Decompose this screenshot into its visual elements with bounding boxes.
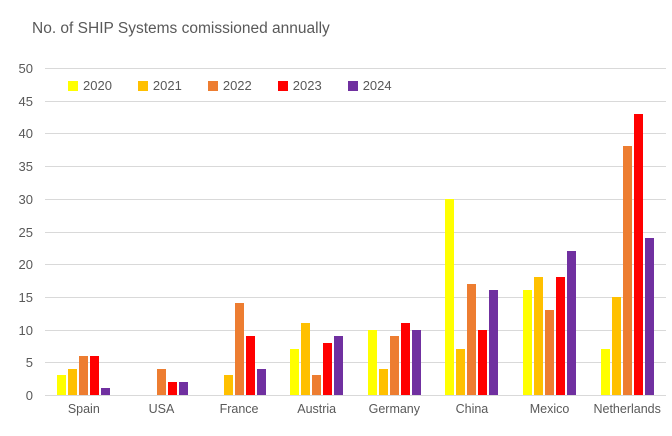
- y-tick-label-20: 20: [18, 257, 33, 273]
- bar-germany-2022: [389, 336, 399, 395]
- y-tick-label-40: 40: [18, 126, 33, 142]
- legend-item-2020: 2020: [68, 78, 112, 93]
- legend: 2020 2021 2022 2023 2024: [68, 78, 392, 93]
- legend-label-2021: 2021: [152, 78, 182, 93]
- bar-usa-2024: [178, 381, 188, 395]
- x-tick-label-mexico: Mexico: [529, 402, 570, 416]
- y-tick-label-5: 5: [25, 355, 33, 371]
- gridline-0: [45, 395, 666, 396]
- x-axis-labels: Spain USA France Austria Germany China Mexico N…: [45, 402, 666, 416]
- bar-group-mexico: [511, 68, 589, 395]
- bar-usa-2022: [156, 368, 166, 395]
- bar-spain-2024: [101, 388, 111, 395]
- bar-austria-2023: [323, 342, 333, 395]
- legend-item-2023: 2023: [277, 78, 322, 93]
- bar-mexico-2022: [545, 309, 555, 395]
- bar-netherlands-2020: [600, 349, 610, 395]
- bar-group-france: [200, 68, 278, 395]
- bar-usa-2023: [167, 381, 177, 395]
- bar-mexico-2020: [523, 290, 533, 395]
- bar-china-2023: [478, 329, 488, 395]
- y-tick-label-35: 35: [18, 159, 33, 175]
- bar-groups: [45, 68, 666, 395]
- legend-swatch-2024: [347, 80, 358, 91]
- bar-france-2021: [223, 375, 233, 395]
- bar-group-china: [433, 68, 511, 395]
- bar-netherlands-2023: [633, 113, 643, 395]
- y-tick-label-25: 25: [18, 224, 33, 240]
- bar-group-usa: [123, 68, 201, 395]
- gridline-45: [45, 100, 666, 102]
- x-tick-label-china: China: [455, 402, 489, 416]
- chart-title: No. of SHIP Systems comissioned annually: [32, 20, 330, 37]
- gridline-5: [45, 362, 666, 364]
- bar-china-2020: [445, 198, 455, 395]
- bar-germany-2024: [411, 329, 421, 395]
- bar-china-2024: [489, 290, 499, 395]
- gridline-10: [45, 329, 666, 331]
- bar-austria-2021: [301, 323, 311, 395]
- bar-germany-2021: [378, 368, 388, 395]
- legend-item-2022: 2022: [207, 78, 252, 93]
- legend-label-2023: 2023: [292, 78, 322, 93]
- gridline-25: [45, 231, 666, 233]
- plot-area: 2020 2021 2022 2023 2024: [45, 68, 666, 396]
- bar-china-2021: [456, 349, 466, 395]
- gridline-50: [45, 68, 666, 69]
- gridline-35: [45, 166, 666, 168]
- gridlines: [45, 68, 666, 396]
- bar-china-2022: [467, 283, 477, 395]
- gridline-30: [45, 198, 666, 200]
- y-tick-label-15: 15: [18, 289, 33, 305]
- legend-item-2021: 2021: [137, 78, 182, 93]
- y-tick-label-45: 45: [18, 93, 33, 109]
- bar-group-austria: [278, 68, 356, 395]
- legend-label-2022: 2022: [222, 78, 252, 93]
- bar-netherlands-2021: [611, 296, 621, 395]
- x-tick-label-spain: Spain: [67, 402, 100, 416]
- legend-swatch-2020: [68, 80, 78, 91]
- bar-france-2023: [245, 336, 255, 395]
- bar-netherlands-2024: [644, 238, 654, 395]
- legend-item-2024: 2024: [347, 78, 392, 93]
- y-tick-label-30: 30: [18, 191, 33, 207]
- bar-mexico-2021: [534, 277, 544, 395]
- bar-spain-2023: [90, 355, 100, 395]
- x-tick-label-germany: Germany: [368, 402, 421, 416]
- legend-label-2020: 2020: [83, 78, 112, 93]
- bar-netherlands-2022: [622, 146, 632, 395]
- y-tick-label-50: 50: [18, 61, 33, 76]
- bar-group-germany: [356, 68, 434, 395]
- gridline-15: [45, 296, 666, 298]
- legend-swatch-2021: [137, 80, 148, 91]
- bar-germany-2023: [400, 323, 410, 395]
- gridline-40: [45, 133, 666, 135]
- y-tick-label-10: 10: [18, 322, 33, 338]
- bar-germany-2020: [367, 329, 377, 395]
- bar-austria-2020: [290, 349, 300, 395]
- bar-france-2024: [256, 368, 266, 395]
- y-axis-labels: 0 5 10 15 20 25 30 35 40 45 50: [0, 61, 33, 403]
- bar-mexico-2024: [567, 251, 577, 395]
- legend-swatch-2022: [207, 80, 218, 91]
- x-tick-label-austria: Austria: [297, 402, 337, 416]
- bar-group-spain: [45, 68, 123, 395]
- bar-france-2022: [234, 303, 244, 395]
- legend-label-2024: 2024: [362, 78, 392, 93]
- x-tick-label-france: France: [219, 402, 259, 416]
- x-tick-label-netherlands: Netherlands: [593, 402, 661, 416]
- bar-austria-2022: [312, 375, 322, 395]
- bar-spain-2021: [68, 368, 78, 395]
- gridline-20: [45, 264, 666, 266]
- bar-mexico-2023: [556, 277, 566, 395]
- bar-spain-2020: [57, 375, 67, 395]
- bar-spain-2022: [79, 355, 89, 395]
- x-tick-label-usa: USA: [148, 402, 175, 416]
- y-tick-label-0: 0: [25, 388, 33, 403]
- legend-swatch-2023: [277, 80, 288, 91]
- bar-group-netherlands: [588, 68, 666, 395]
- bar-austria-2024: [334, 336, 344, 395]
